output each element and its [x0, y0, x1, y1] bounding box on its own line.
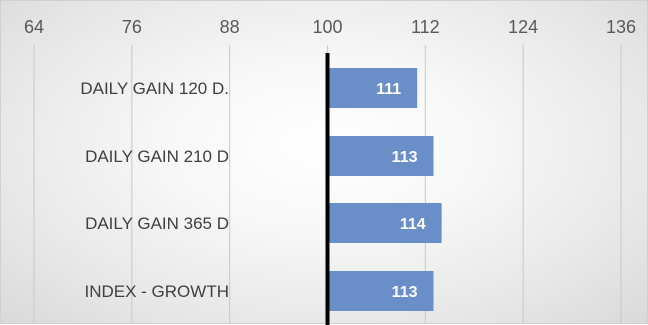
data-label: 111 — [376, 81, 401, 98]
x-tick-label: 88 — [220, 17, 240, 37]
data-label: 114 — [400, 216, 426, 233]
x-tick-label: 136 — [606, 17, 636, 37]
category-label: DAILY GAIN 365 D — [85, 214, 229, 233]
bar-2 — [327, 136, 434, 176]
category-label: DAILY GAIN 120 D. — [80, 79, 229, 98]
data-label: 113 — [392, 149, 418, 166]
x-tick-label: 112 — [411, 17, 440, 37]
category-label: INDEX - GROWTH — [85, 282, 230, 301]
bar-4 — [327, 271, 434, 311]
bar-1 — [327, 68, 418, 108]
x-tick-label: 64 — [24, 17, 44, 37]
bar-3 — [327, 203, 442, 243]
data-label: 113 — [392, 284, 418, 301]
x-tick-label: 124 — [508, 17, 538, 37]
x-tick-label: 100 — [312, 17, 342, 37]
x-tick-label: 76 — [122, 17, 142, 37]
category-label: DAILY GAIN 210 D — [85, 147, 229, 166]
